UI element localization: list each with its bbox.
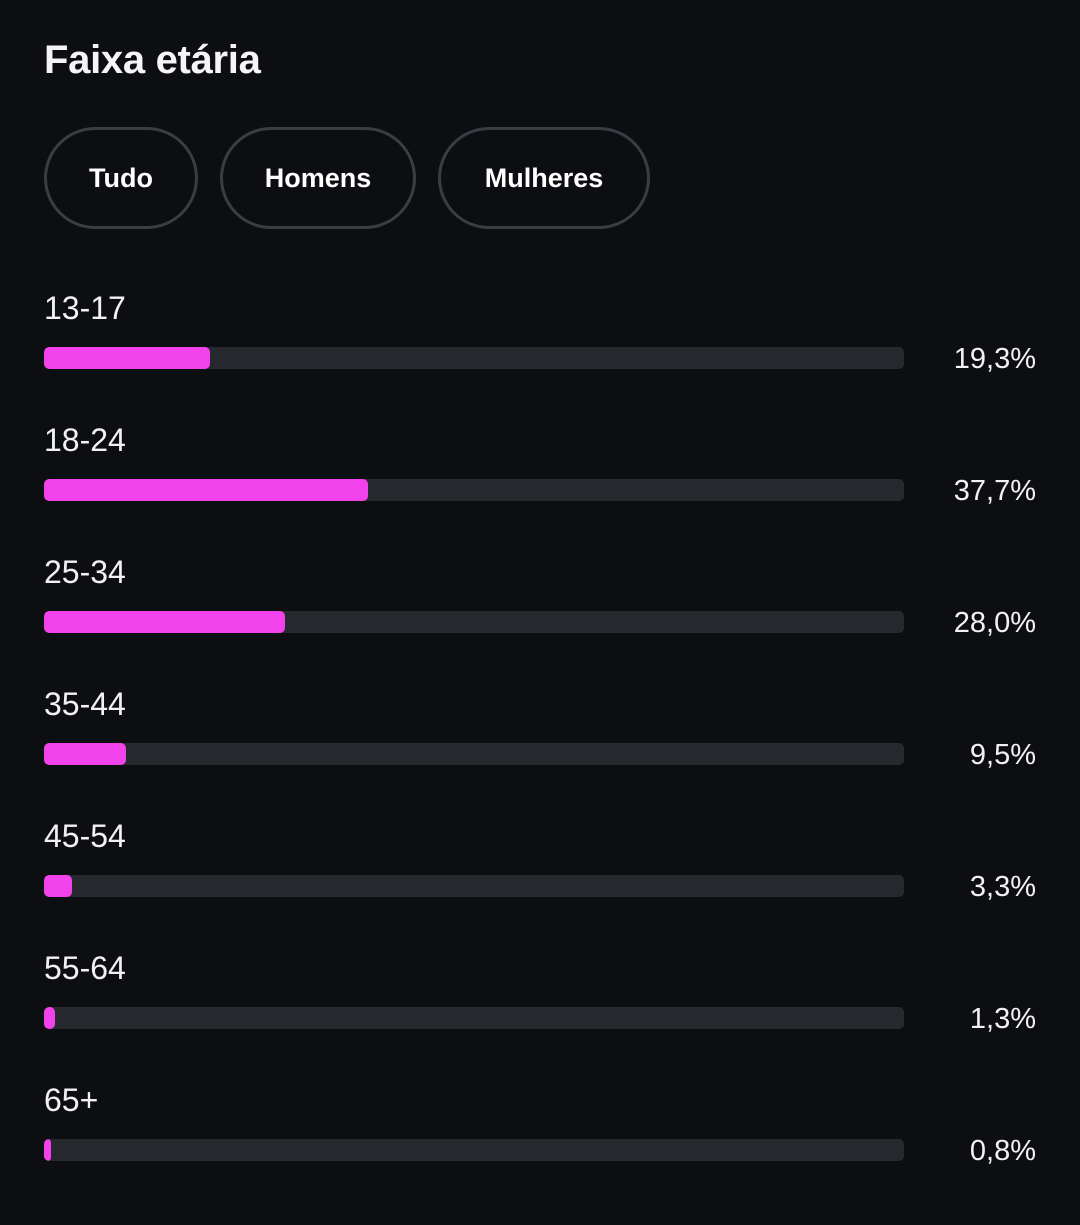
filter-chip-men[interactable]: Homens xyxy=(220,127,416,229)
age-group-label: 25-34 xyxy=(44,554,126,590)
age-bar-track xyxy=(44,875,904,897)
age-bar-track xyxy=(44,611,904,633)
age-bar-track xyxy=(44,347,904,369)
age-row-65-plus: 65+ 0,8% xyxy=(44,1082,1036,1182)
page-title: Faixa etária xyxy=(44,38,261,82)
age-group-percentage: 28,0% xyxy=(953,607,1036,639)
age-bar-track xyxy=(44,743,904,765)
age-bar-fill xyxy=(44,875,72,897)
age-bar-fill xyxy=(44,611,285,633)
age-group-label: 35-44 xyxy=(44,686,126,722)
age-bar-fill xyxy=(44,1139,51,1161)
age-row-35-44: 35-44 9,5% xyxy=(44,686,1036,786)
age-group-label: 45-54 xyxy=(44,818,126,854)
age-bar-fill xyxy=(44,1007,55,1029)
age-group-percentage: 37,7% xyxy=(953,475,1036,507)
age-row-45-54: 45-54 3,3% xyxy=(44,818,1036,918)
filter-chip-all[interactable]: Tudo xyxy=(44,127,198,229)
age-row-18-24: 18-24 37,7% xyxy=(44,422,1036,522)
filter-chip-women[interactable]: Mulheres xyxy=(438,127,650,229)
age-group-label: 65+ xyxy=(44,1082,99,1118)
age-bar-fill xyxy=(44,479,368,501)
age-group-percentage: 1,3% xyxy=(969,1003,1036,1035)
age-group-percentage: 19,3% xyxy=(953,343,1036,375)
age-bar-track xyxy=(44,479,904,501)
age-row-55-64: 55-64 1,3% xyxy=(44,950,1036,1050)
age-group-percentage: 0,8% xyxy=(969,1135,1036,1167)
age-row-13-17: 13-17 19,3% xyxy=(44,290,1036,390)
age-group-percentage: 3,3% xyxy=(969,871,1036,903)
age-bar-fill xyxy=(44,743,126,765)
age-bar-track xyxy=(44,1007,904,1029)
age-row-25-34: 25-34 28,0% xyxy=(44,554,1036,654)
age-bar-track xyxy=(44,1139,904,1161)
gender-filter-group: Tudo Homens Mulheres xyxy=(44,127,650,229)
age-group-label: 18-24 xyxy=(44,422,126,458)
age-group-percentage: 9,5% xyxy=(969,739,1036,771)
age-bar-fill xyxy=(44,347,210,369)
age-group-label: 13-17 xyxy=(44,290,126,326)
age-group-label: 55-64 xyxy=(44,950,126,986)
